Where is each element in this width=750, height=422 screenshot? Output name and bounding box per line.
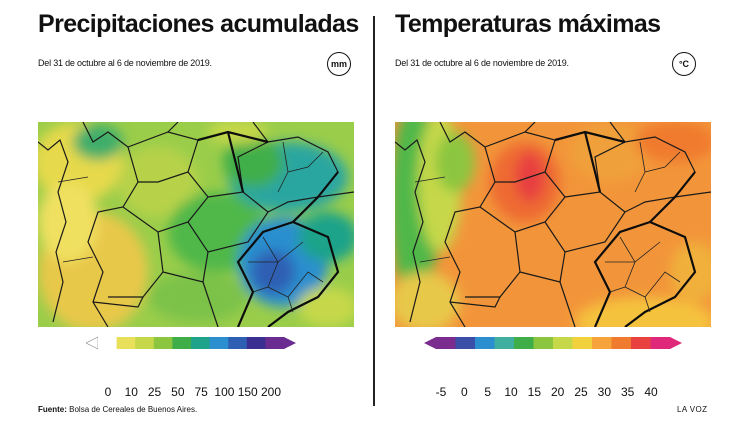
scale-tick-label: 15	[527, 385, 542, 399]
scale-tick-label: -5	[435, 385, 447, 399]
scale-swatch	[172, 337, 192, 349]
scale-tick-label: 25	[147, 385, 162, 399]
scale-tick-label: 20	[550, 385, 565, 399]
scale-swatch	[153, 337, 173, 349]
scale-tick-label: 0	[104, 385, 112, 399]
scale-swatch	[436, 337, 456, 349]
scale-swatch	[611, 337, 632, 349]
scale-tick-label: 40	[644, 385, 658, 399]
scale-tick-label: 100	[214, 385, 235, 399]
scale-swatch	[650, 337, 671, 349]
precipitation-color-scale	[86, 336, 296, 350]
scale-swatch	[631, 337, 651, 349]
scale-left-arrow	[86, 336, 99, 350]
scale-swatch	[533, 337, 554, 349]
temperature-color-scale	[424, 337, 682, 349]
brand-name: LA VOZ	[677, 405, 708, 414]
temperature-date-range: Del 31 de octubre al 6 de noviembre de 2…	[395, 58, 569, 68]
panel-divider	[373, 16, 375, 406]
scale-tick-label: 10	[504, 385, 518, 399]
scale-tick-label: 50	[171, 385, 185, 399]
source-text: Bolsa de Cereales de Buenos Aires.	[69, 405, 198, 414]
source-label: Fuente:	[38, 405, 67, 414]
scale-swatch	[494, 337, 515, 349]
scale-swatch	[228, 337, 248, 349]
temperature-title: Temperaturas máximas	[395, 10, 661, 38]
scale-swatch	[98, 337, 118, 349]
scale-swatch	[135, 337, 155, 349]
scale-swatch	[455, 337, 476, 349]
scale-swatch	[553, 337, 573, 349]
precipitation-map	[38, 122, 354, 327]
precipitation-date-range: Del 31 de octubre al 6 de noviembre de 2…	[38, 58, 212, 68]
scale-swatch	[246, 337, 266, 349]
scale-swatch	[592, 337, 612, 349]
scale-swatch	[116, 337, 136, 349]
scale-tick-label: 10	[124, 385, 138, 399]
temperature-unit-badge: °C	[672, 52, 696, 76]
scale-swatch	[191, 337, 211, 349]
scale-tick-label: 35	[620, 385, 635, 399]
scale-tick-label: 200	[260, 385, 282, 399]
source-credit: Fuente: Bolsa de Cereales de Buenos Aire…	[38, 405, 197, 414]
scale-swatch	[572, 337, 593, 349]
scale-swatch	[265, 337, 285, 349]
precipitation-title: Precipitaciones acumuladas	[38, 10, 359, 38]
scale-right-arrow	[284, 337, 296, 349]
precipitation-unit-badge: mm	[327, 52, 351, 76]
scale-swatch	[514, 337, 534, 349]
scale-right-arrow	[670, 337, 682, 349]
temperature-map	[395, 122, 711, 327]
scale-tick-label: 0	[460, 385, 468, 399]
scale-tick-label: 30	[597, 385, 612, 399]
scale-left-arrow	[424, 337, 436, 349]
scale-tick-label: 150	[237, 385, 258, 399]
scale-swatch	[209, 337, 229, 349]
scale-tick-label: 25	[574, 385, 588, 399]
scale-swatch	[475, 337, 495, 349]
scale-tick-label: 75	[194, 385, 208, 399]
scale-tick-label: 5	[484, 385, 491, 399]
